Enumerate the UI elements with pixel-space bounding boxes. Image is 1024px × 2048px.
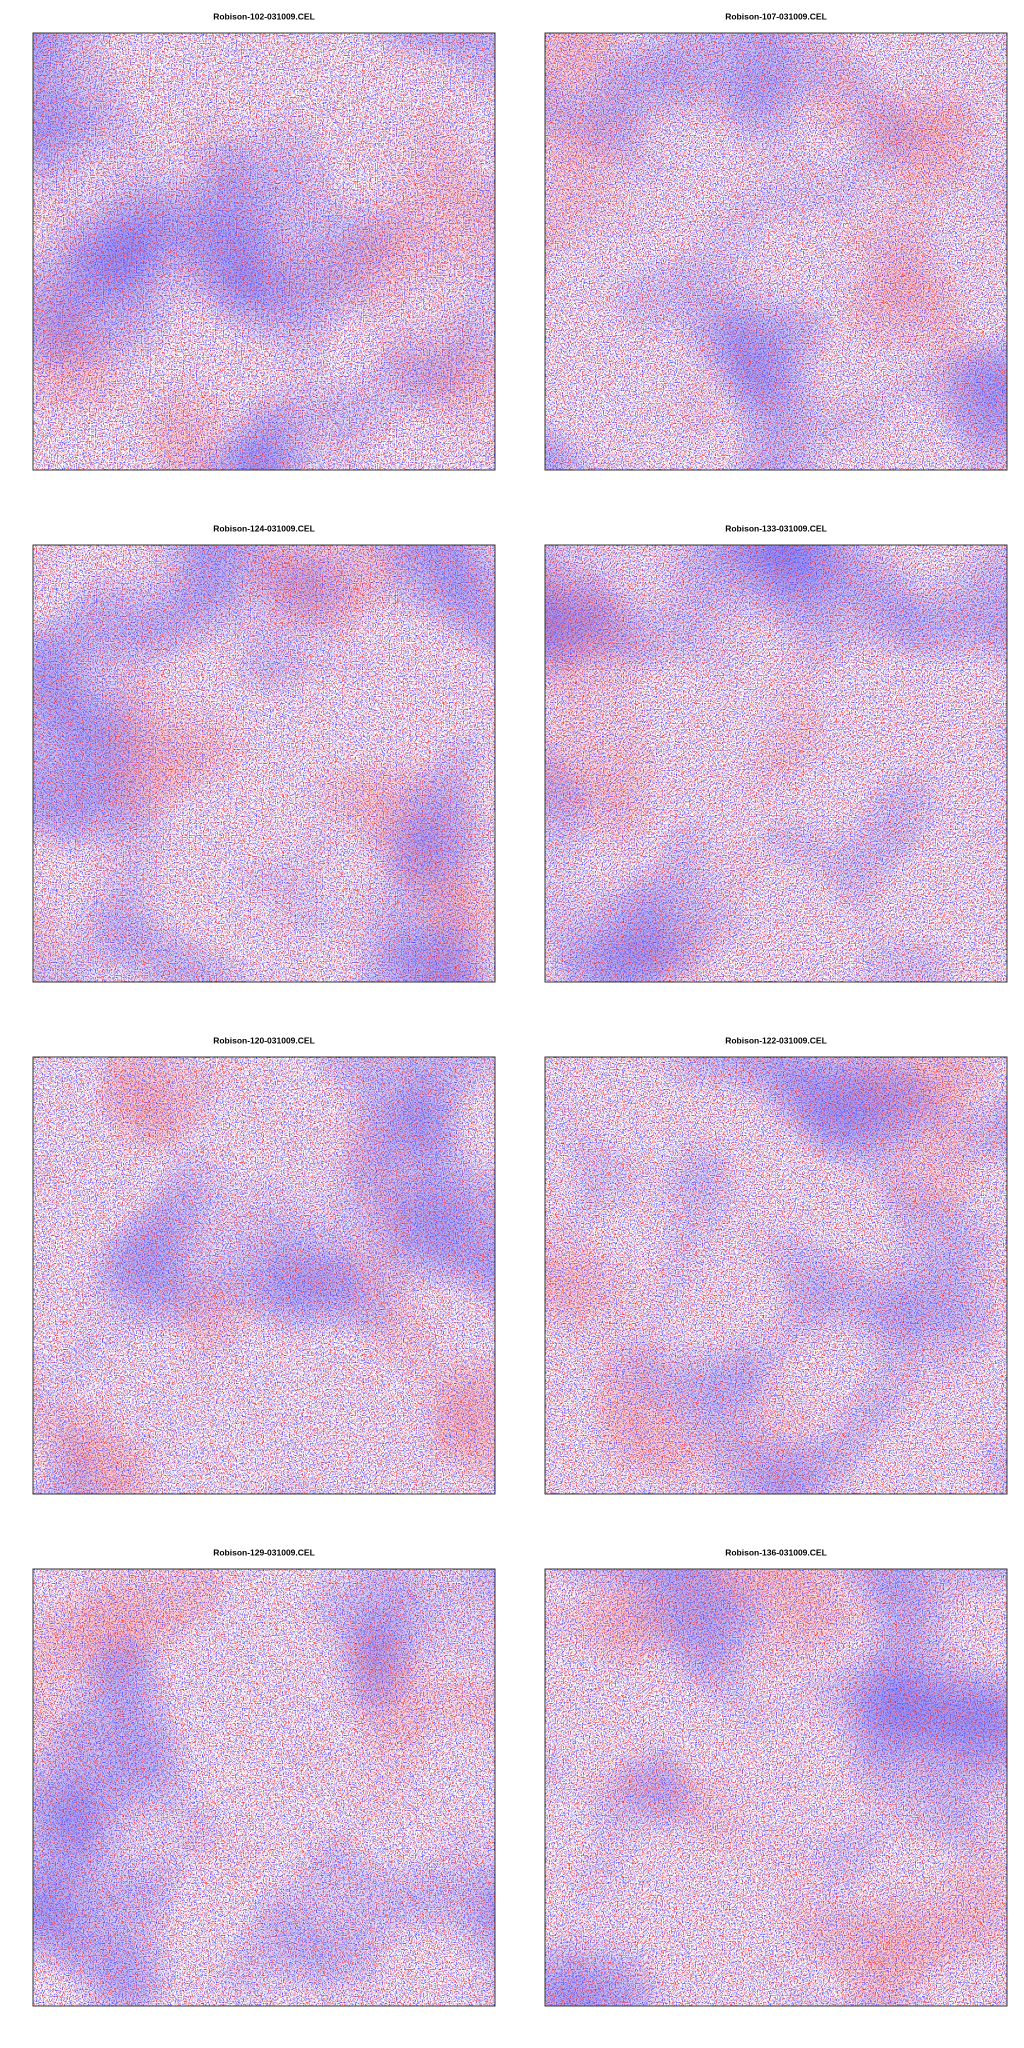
panel-frame xyxy=(32,32,496,471)
panel-title: Robison-102-031009.CEL xyxy=(213,11,315,21)
panel-title: Robison-136-031009.CEL xyxy=(725,1547,827,1557)
panel-title: Robison-133-031009.CEL xyxy=(725,523,827,533)
panel-image xyxy=(33,1057,495,1494)
panel-frame xyxy=(32,1056,496,1495)
panel-frame xyxy=(544,544,1008,983)
panel-image xyxy=(545,1057,1007,1494)
panel-frame xyxy=(544,1056,1008,1495)
panel-frame xyxy=(32,1568,496,2007)
panel-title: Robison-120-031009.CEL xyxy=(213,1035,315,1045)
panel-frame xyxy=(544,1568,1008,2007)
panel-frame xyxy=(32,544,496,983)
panel-title: Robison-129-031009.CEL xyxy=(213,1547,315,1557)
panel-image xyxy=(33,33,495,470)
panel-image xyxy=(33,545,495,982)
panel-image xyxy=(545,545,1007,982)
panel-title: Robison-124-031009.CEL xyxy=(213,523,315,533)
panel-title: Robison-122-031009.CEL xyxy=(725,1035,827,1045)
panel-image xyxy=(33,1569,495,2006)
panel-image xyxy=(545,33,1007,470)
panel-title: Robison-107-031009.CEL xyxy=(725,11,827,21)
panel-frame xyxy=(544,32,1008,471)
panel-image xyxy=(545,1569,1007,2006)
